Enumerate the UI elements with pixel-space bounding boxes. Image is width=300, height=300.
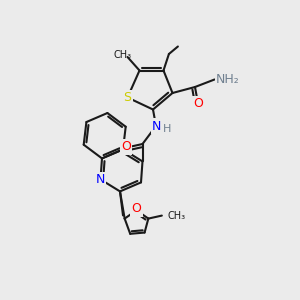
Text: O: O: [193, 97, 203, 110]
Text: O: O: [132, 202, 141, 215]
Text: O: O: [121, 140, 131, 154]
Text: S: S: [124, 91, 131, 104]
Text: CH₃: CH₃: [167, 211, 185, 220]
Text: CH₃: CH₃: [113, 50, 131, 60]
Text: NH₂: NH₂: [216, 73, 240, 86]
Text: H: H: [163, 124, 172, 134]
Text: N: N: [96, 173, 105, 186]
Text: N: N: [152, 119, 161, 133]
